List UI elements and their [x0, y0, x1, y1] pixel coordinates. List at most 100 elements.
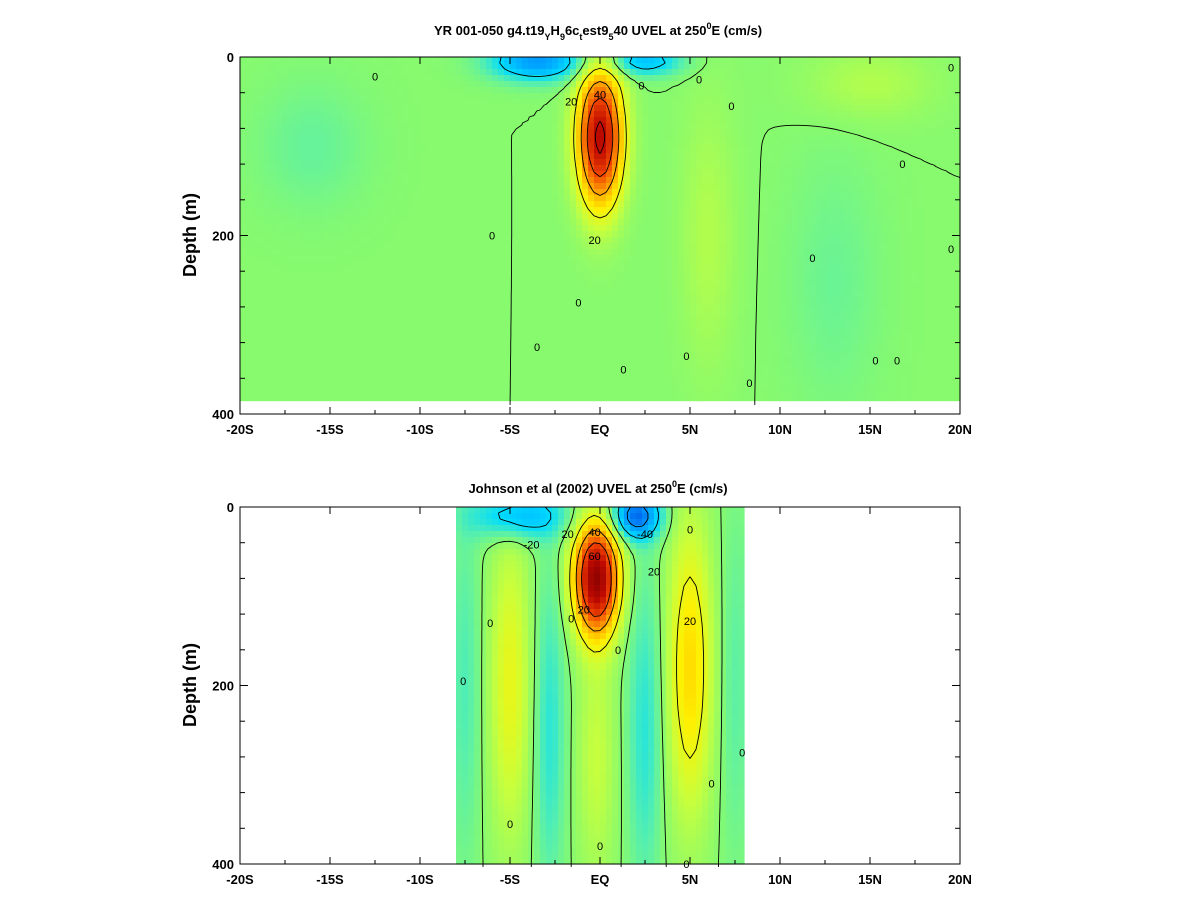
field-cell — [366, 153, 373, 160]
field-cell — [660, 165, 667, 172]
field-cell — [540, 249, 547, 256]
field-cell — [510, 303, 517, 310]
field-cell — [612, 267, 619, 274]
field-cell — [702, 111, 709, 118]
field-cell — [762, 237, 769, 244]
field-cell — [576, 195, 583, 202]
field-cell — [618, 105, 625, 112]
field-cell — [246, 285, 253, 292]
field-cell — [480, 225, 487, 232]
field-cell — [882, 117, 889, 124]
field-cell — [546, 213, 553, 220]
field-cell — [684, 81, 691, 88]
field-cell — [600, 117, 607, 124]
field-cell — [762, 99, 769, 106]
field-cell — [264, 129, 271, 136]
field-cell — [624, 63, 631, 70]
field-cell — [822, 213, 829, 220]
field-cell — [348, 195, 355, 202]
field-cell — [876, 81, 883, 88]
field-cell — [240, 129, 247, 136]
field-cell — [564, 69, 571, 76]
field-cell — [888, 177, 895, 184]
field-cell — [756, 129, 763, 136]
field-cell — [360, 117, 367, 124]
field-cell — [522, 213, 529, 220]
field-cell — [558, 153, 565, 160]
field-cell — [912, 75, 919, 82]
field-cell — [246, 297, 253, 304]
field-cell — [894, 183, 901, 190]
field-cell — [414, 69, 421, 76]
field-cell — [888, 135, 895, 142]
field-cell — [780, 75, 787, 82]
field-cell — [624, 213, 631, 220]
field-cell — [282, 255, 289, 262]
field-cell — [954, 153, 961, 160]
field-cell — [714, 249, 721, 256]
field-cell — [912, 105, 919, 112]
field-cell — [258, 213, 265, 220]
field-cell — [768, 279, 775, 286]
field-cell — [858, 285, 865, 292]
field-cell — [822, 237, 829, 244]
field-cell — [888, 93, 895, 100]
field-cell — [372, 141, 379, 148]
field-cell — [600, 177, 607, 184]
field-cell — [402, 189, 409, 196]
field-cell — [846, 105, 853, 112]
field-cell — [426, 153, 433, 160]
field-cell — [912, 99, 919, 106]
field-cell — [792, 57, 799, 64]
field-cell — [894, 153, 901, 160]
field-cell — [348, 153, 355, 160]
field-cell — [858, 177, 865, 184]
field-cell — [294, 213, 301, 220]
field-cell — [564, 267, 571, 274]
field-cell — [354, 225, 361, 232]
field-cell — [258, 231, 265, 238]
field-cell — [330, 267, 337, 274]
field-cell — [834, 273, 841, 280]
field-cell — [654, 255, 661, 262]
field-cell — [240, 267, 247, 274]
field-cell — [420, 105, 427, 112]
field-cell — [786, 141, 793, 148]
field-cell — [594, 303, 601, 310]
field-cell — [714, 81, 721, 88]
field-cell — [390, 117, 397, 124]
field-cell — [768, 111, 775, 118]
field-cell — [246, 303, 253, 310]
field-cell — [714, 207, 721, 214]
field-cell — [396, 93, 403, 100]
field-cell — [456, 93, 463, 100]
field-cell — [474, 123, 481, 130]
field-cell — [414, 165, 421, 172]
field-cell — [456, 225, 463, 232]
field-cell — [876, 189, 883, 196]
field-cell — [924, 207, 931, 214]
field-cell — [342, 237, 349, 244]
field-cell — [324, 207, 331, 214]
field-cell — [870, 99, 877, 106]
field-cell — [612, 69, 619, 76]
field-cell — [954, 285, 961, 292]
field-cell — [342, 273, 349, 280]
field-cell — [732, 141, 739, 148]
field-cell — [834, 237, 841, 244]
field-cell — [240, 63, 247, 70]
field-cell — [570, 273, 577, 280]
field-cell — [948, 219, 955, 226]
field-cell — [570, 105, 577, 112]
field-cell — [744, 237, 751, 244]
field-cell — [522, 123, 529, 130]
field-cell — [468, 273, 475, 280]
field-cell — [684, 255, 691, 262]
field-cell — [612, 87, 619, 94]
field-cell — [456, 237, 463, 244]
field-cell — [738, 225, 745, 232]
field-cell — [456, 69, 463, 76]
field-cell — [768, 249, 775, 256]
field-cell — [720, 75, 727, 82]
field-cell — [822, 189, 829, 196]
